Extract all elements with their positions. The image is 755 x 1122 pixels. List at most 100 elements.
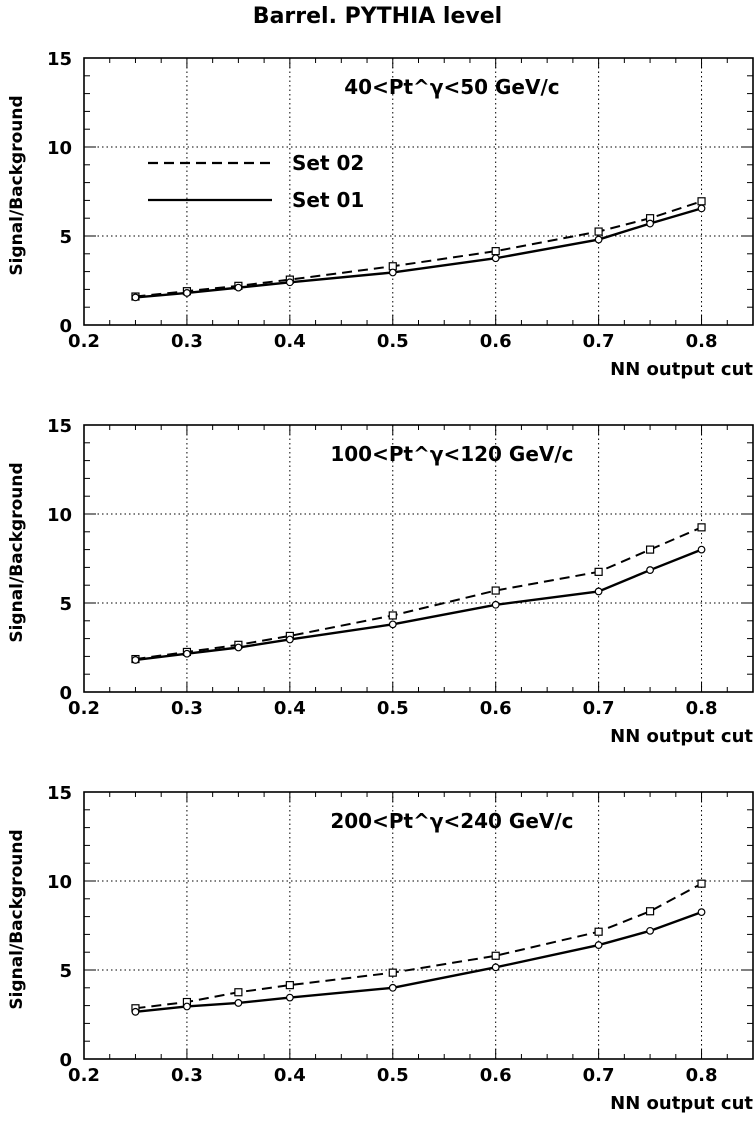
legend: Set 02 Set 01 <box>148 151 364 212</box>
x-tick-label: 0.4 <box>274 331 306 352</box>
data-point-circle <box>388 620 397 629</box>
x-tick-label: 0.5 <box>377 1065 409 1086</box>
data-point-circle <box>183 649 191 658</box>
data-point-circle <box>285 635 294 644</box>
chart-panel-3: 0.2 0.3 0.4 0.5 0.6 0.7 0.8 0 5 10 15 NN output cut… <box>7 783 754 1114</box>
chart-panel-2: 0.2 0.3 0.4 0.5 0.6 0.7 0.8 0 5 10 15 NN output cut… <box>7 416 754 747</box>
data-point-circle <box>131 656 140 664</box>
data-point-circle <box>491 600 500 609</box>
data-point-circle <box>697 908 706 917</box>
data-point-circle <box>234 283 243 292</box>
y-axis-label: Signal/Background <box>7 462 27 642</box>
data-point-circle <box>697 545 706 554</box>
data-point-square <box>594 567 603 576</box>
series-line-set-01 <box>135 207 702 299</box>
data-point-square <box>697 197 706 206</box>
y-tick-label: 0 <box>59 683 72 704</box>
data-point-circle <box>388 268 397 277</box>
x-tick-label: 0.6 <box>480 698 512 719</box>
data-point-circle <box>131 1007 140 1016</box>
pt-range-annotation: 100<Pt^γ<120 GeV/c <box>330 442 573 466</box>
plot-frame <box>83 791 754 1060</box>
y-axis-label: Signal/Background <box>7 829 27 1009</box>
y-tick-label: 0 <box>59 1050 72 1071</box>
x-tick-label: 0.8 <box>686 1065 718 1086</box>
x-tick-label: 0.7 <box>583 331 615 352</box>
y-tick-label: 10 <box>47 872 72 893</box>
chart-panel-1: 0.2 0.3 0.4 0.5 0.6 0.7 0.8 0 5 10 15 NN output cut… <box>7 49 754 380</box>
data-point-square <box>491 247 500 256</box>
x-tick-label: 0.8 <box>686 698 718 719</box>
y-tick-label: 10 <box>47 138 72 159</box>
data-point-circle <box>594 587 603 596</box>
x-tick-label: 0.7 <box>583 1065 615 1086</box>
data-point-circle <box>594 235 603 244</box>
data-point-square <box>491 951 500 960</box>
series-line-set-01 <box>135 911 702 1014</box>
y-axis-label: Signal/Background <box>7 95 27 275</box>
data-point-circle <box>646 926 654 935</box>
data-point-square <box>388 611 397 620</box>
y-tick-label: 15 <box>47 783 72 804</box>
x-tick-label: 0.2 <box>68 331 100 352</box>
data-point-square <box>645 545 655 554</box>
data-point-circle <box>183 289 191 297</box>
data-point-square <box>697 879 706 888</box>
data-point-circle <box>183 1002 191 1011</box>
data-point-circle <box>697 204 706 213</box>
series-line-set-02 <box>135 526 702 661</box>
data-point-square <box>491 586 500 595</box>
x-tick-label: 0.3 <box>171 1065 203 1086</box>
data-point-square <box>594 927 603 936</box>
data-point-square <box>234 988 243 997</box>
data-point-square <box>697 523 706 532</box>
data-point-circle <box>285 278 294 287</box>
series-line-set-02 <box>135 200 702 298</box>
data-point-circle <box>285 993 294 1002</box>
x-tick-label: 0.4 <box>274 698 306 719</box>
x-tick-label: 0.2 <box>68 698 100 719</box>
x-axis-label: NN output cut <box>610 359 753 380</box>
data-point-circle <box>491 963 500 972</box>
pt-range-annotation: 40<Pt^γ<50 GeV/c <box>344 75 559 99</box>
x-tick-label: 0.3 <box>171 698 203 719</box>
y-tick-label: 10 <box>47 505 72 526</box>
x-tick-label: 0.4 <box>274 1065 306 1086</box>
x-tick-label: 0.2 <box>68 1065 100 1086</box>
data-point-circle <box>646 219 654 228</box>
data-point-square <box>285 981 294 990</box>
x-tick-label: 0.5 <box>377 698 409 719</box>
data-point-circle <box>491 254 500 263</box>
data-point-circle <box>234 999 243 1007</box>
series-line-set-01 <box>135 548 702 662</box>
x-axis-label: NN output cut <box>610 726 753 747</box>
data-point-circle <box>646 566 654 574</box>
y-tick-label: 5 <box>59 227 72 248</box>
y-tick-label: 0 <box>59 316 72 337</box>
data-point-square <box>388 968 397 977</box>
x-tick-label: 0.7 <box>583 698 615 719</box>
x-tick-label: 0.8 <box>686 331 718 352</box>
plot-frame <box>83 57 754 326</box>
x-tick-label: 0.6 <box>480 1065 512 1086</box>
data-point-square <box>645 907 655 916</box>
data-point-circle <box>131 293 140 302</box>
data-point-circle <box>388 983 397 992</box>
legend-label: Set 02 <box>292 151 364 175</box>
page-title: Barrel. PYTHIA level <box>252 4 503 29</box>
pt-range-annotation: 200<Pt^γ<240 GeV/c <box>330 809 573 833</box>
series-line-set-02 <box>135 882 703 1010</box>
data-point-square <box>594 227 603 236</box>
x-axis-label: NN output cut <box>610 1093 753 1114</box>
x-tick-label: 0.5 <box>377 331 409 352</box>
y-tick-label: 15 <box>47 416 72 437</box>
plot-frame <box>83 424 754 693</box>
x-tick-label: 0.6 <box>480 331 512 352</box>
y-tick-label: 5 <box>59 594 72 615</box>
y-tick-label: 15 <box>47 49 72 70</box>
y-tick-label: 5 <box>59 961 72 982</box>
data-point-circle <box>594 941 603 949</box>
x-tick-label: 0.3 <box>171 331 203 352</box>
legend-label: Set 01 <box>292 188 364 212</box>
